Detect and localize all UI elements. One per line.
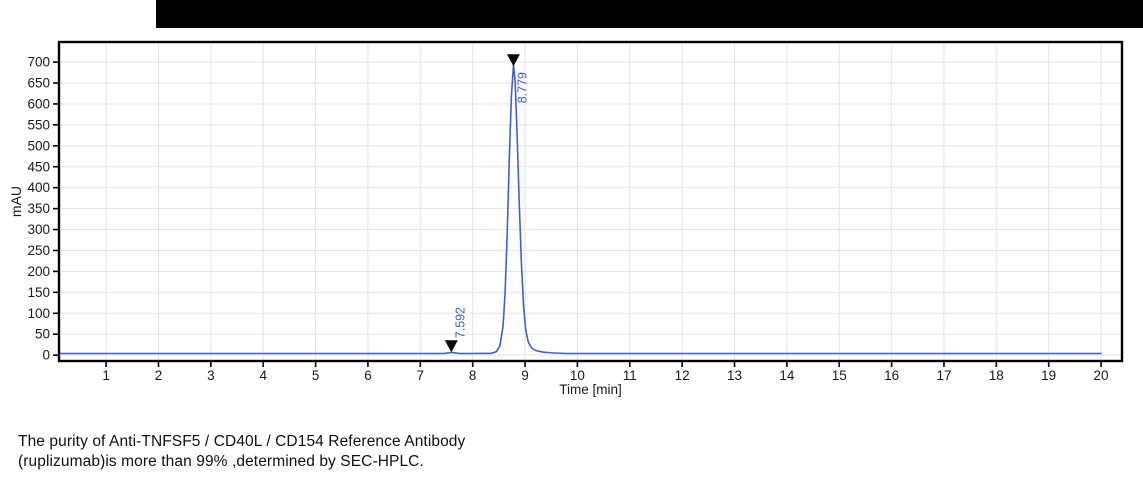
retention-time-label: 7.592: [453, 307, 467, 338]
sec-hplc-chromatogram: 1 2 3 4 5 6 7 8 9 10 11 12 13 14 15 16 17 18 19 20 0 50 100 150…: [8, 40, 1124, 397]
svg-text:8: 8: [469, 368, 477, 383]
svg-text:3: 3: [207, 368, 215, 383]
svg-text:550: 550: [27, 117, 50, 132]
svg-text:18: 18: [989, 368, 1004, 383]
figure-caption: The purity of Anti-TNFSF5 / CD40L / CD15…: [18, 432, 465, 472]
svg-text:700: 700: [27, 55, 50, 70]
svg-text:6: 6: [364, 368, 372, 383]
caption-line-1: The purity of Anti-TNFSF5 / CD40L / CD15…: [18, 433, 466, 450]
svg-text:10: 10: [570, 368, 585, 383]
svg-text:mAU: mAU: [8, 186, 24, 217]
svg-text:0: 0: [42, 348, 50, 363]
svg-text:14: 14: [779, 368, 795, 383]
chromatogram-plot: 1 2 3 4 5 6 7 8 9 10 11 12 13 14 15 16 17 18 19 20050100150…: [8, 40, 1124, 397]
svg-text:17: 17: [936, 368, 951, 383]
peak-annotations: 7.592 8.779: [444, 54, 529, 353]
svg-text:150: 150: [27, 285, 50, 300]
svg-text:650: 650: [27, 76, 50, 91]
svg-text:350: 350: [27, 201, 50, 216]
x-axis-ticks: 1 2 3 4 5 6 7 8 9 10 11 12 13 14 15 16 17 18 19 20: [102, 361, 1109, 383]
svg-text:4: 4: [259, 368, 267, 383]
retention-time-label: 8.779: [515, 72, 529, 103]
svg-text:12: 12: [675, 368, 690, 383]
svg-text:300: 300: [27, 222, 50, 237]
plot-frame: [57, 40, 1124, 363]
svg-text:400: 400: [27, 180, 50, 195]
svg-text:13: 13: [727, 368, 742, 383]
svg-text:5: 5: [312, 368, 320, 383]
svg-text:450: 450: [27, 159, 50, 174]
svg-text:11: 11: [623, 368, 637, 383]
svg-text:50: 50: [35, 327, 50, 342]
redacted-title-bar: [156, 0, 1143, 28]
svg-text:16: 16: [884, 368, 899, 383]
svg-text:600: 600: [27, 96, 50, 111]
peak-marker-icon: [506, 54, 520, 67]
svg-text:9: 9: [521, 368, 529, 383]
grid-lines: [59, 42, 1122, 361]
svg-text:15: 15: [832, 368, 847, 383]
caption-line-2: (ruplizumab)is more than 99% ,determined…: [18, 453, 424, 470]
svg-text:1: 1: [102, 368, 110, 383]
svg-text:20: 20: [1094, 368, 1109, 383]
svg-text:7: 7: [417, 368, 425, 383]
y-axis-ticks: 0 50 100 150 200 250 300 350 400 450 500 550 600 650 7…: [27, 55, 59, 363]
svg-text:250: 250: [27, 243, 50, 258]
peak-marker-icon: [444, 340, 458, 353]
signal-trace: [58, 64, 1102, 355]
svg-text:100: 100: [27, 306, 50, 321]
svg-text:19: 19: [1041, 368, 1056, 383]
x-axis-title: Time [min]: [559, 382, 622, 397]
y-axis-title: mAU: [8, 186, 24, 217]
svg-text:Time [min]: Time [min]: [559, 382, 622, 397]
svg-text:200: 200: [27, 264, 50, 279]
svg-text:2: 2: [155, 368, 163, 383]
svg-text:500: 500: [27, 138, 50, 153]
